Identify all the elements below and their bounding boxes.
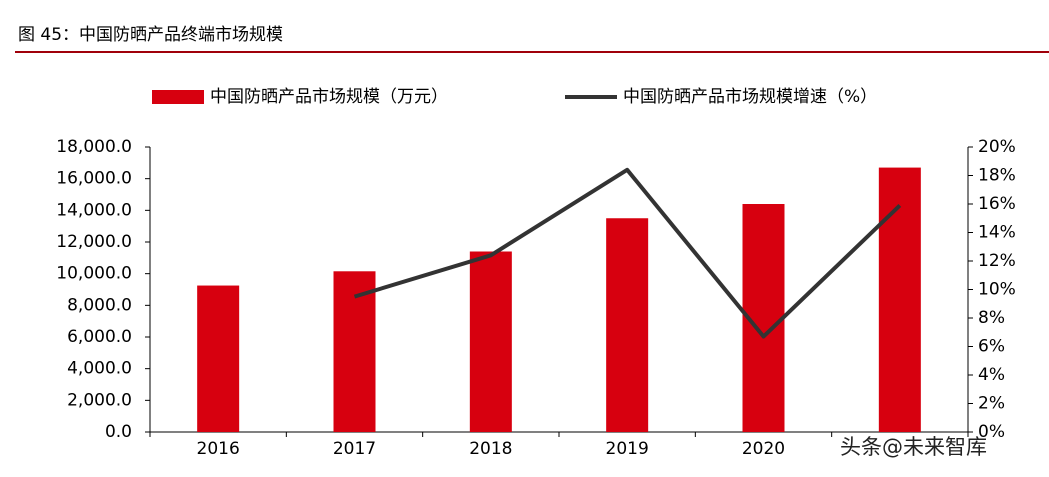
y2-tick-label: 8%	[978, 308, 1005, 328]
y2-tick-label: 10%	[978, 280, 1016, 300]
legend-swatch	[152, 90, 204, 104]
legend-label: 中国防晒产品市场规模（万元）	[210, 87, 448, 107]
y2-tick-label: 18%	[978, 166, 1016, 186]
y-tick-label: 14,000.0	[56, 200, 132, 220]
y-tick-label: 12,000.0	[56, 232, 132, 252]
y-tick-label: 2,000.0	[67, 390, 132, 410]
y2-tick-label: 20%	[978, 137, 1016, 157]
watermark: 头条@未来智库	[840, 435, 987, 459]
y-tick-label: 8,000.0	[67, 295, 132, 315]
y2-tick-label: 14%	[978, 223, 1016, 243]
y-tick-label: 6,000.0	[67, 327, 132, 347]
chart-title: 图 45：中国防晒产品终端市场规模	[18, 25, 283, 45]
y-tick-label: 10,000.0	[56, 264, 132, 284]
y2-tick-label: 4%	[978, 365, 1005, 385]
y2-tick-label: 0%	[978, 422, 1005, 442]
y-tick-label: 0.0	[105, 422, 132, 442]
x-tick-label: 2019	[606, 439, 649, 459]
bar	[333, 271, 376, 432]
x-tick-label: 2017	[333, 439, 376, 459]
y2-tick-label: 16%	[978, 194, 1016, 214]
bar	[878, 167, 921, 433]
bar	[469, 251, 512, 432]
line	[353, 167, 902, 339]
x-tick-label: 2016	[197, 439, 240, 459]
y-tick-label: 16,000.0	[56, 169, 132, 189]
y2-tick-label: 6%	[978, 337, 1005, 357]
legend-label: 中国防晒产品市场规模增速（%）	[623, 87, 877, 107]
y-tick-label: 4,000.0	[67, 359, 132, 379]
y2-tick-label: 12%	[978, 251, 1016, 271]
x-tick-label: 2018	[469, 439, 512, 459]
bar	[606, 218, 649, 432]
bar	[197, 285, 240, 432]
y-tick-label: 18,000.0	[56, 137, 132, 157]
x-tick-label: 2020	[742, 439, 785, 459]
y2-tick-label: 2%	[978, 394, 1005, 414]
